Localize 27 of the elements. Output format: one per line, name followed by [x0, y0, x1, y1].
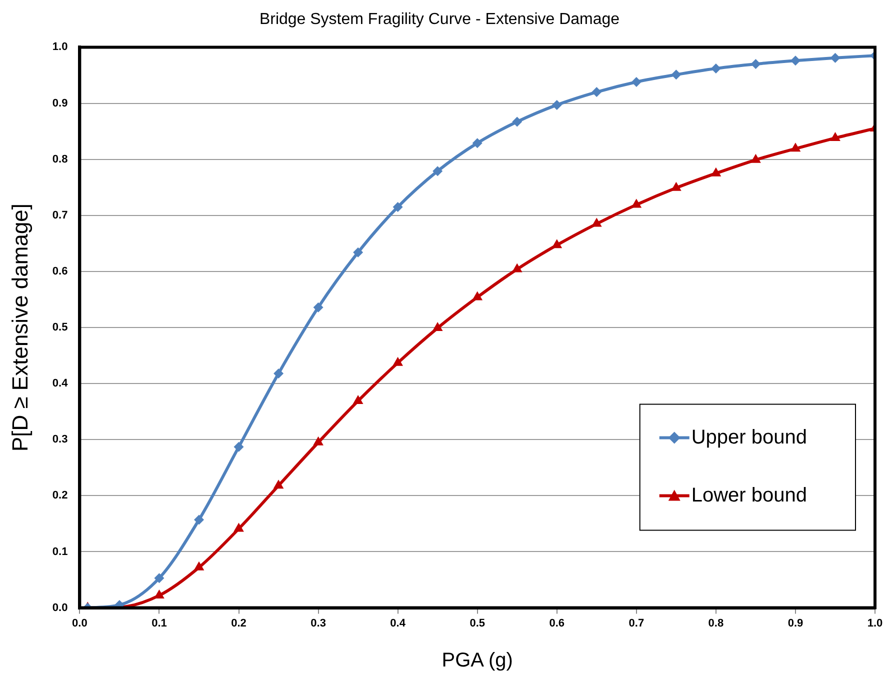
y-tick-label: 0.4 — [52, 378, 69, 390]
y-tick-label: 0.7 — [52, 209, 68, 222]
x-tick-label: 0.6 — [549, 617, 565, 630]
y-tick-label: 0.0 — [52, 602, 68, 614]
chart-title: Bridge System Fragility Curve - Extensive Damage — [259, 11, 620, 28]
x-tick-label: 0.8 — [708, 617, 724, 630]
legend-label: Lower bound — [691, 484, 808, 506]
x-axis-title: PGA (g) — [442, 650, 513, 672]
x-tick-label: 0.2 — [231, 617, 246, 630]
y-tick-label: 0.9 — [52, 97, 68, 110]
x-tick-label: 0.0 — [72, 617, 88, 630]
y-tick-label: 0.2 — [52, 490, 68, 502]
x-tick-label: 0.3 — [310, 617, 326, 630]
y-tick-label: 0.5 — [52, 322, 68, 334]
y-tick-label: 0.8 — [52, 153, 68, 166]
x-tick-label: 0.9 — [788, 617, 804, 630]
x-tick-label: 1.0 — [867, 617, 883, 630]
y-axis-title: P[D ≥ Extensive damage] — [7, 203, 32, 452]
y-tick-label: 1.0 — [52, 41, 68, 54]
y-tick-label: 0.3 — [52, 434, 68, 446]
x-tick-label: 0.4 — [390, 617, 406, 630]
y-tick-label: 0.6 — [52, 265, 68, 278]
x-tick-label: 0.7 — [628, 617, 644, 630]
y-tick-label: 0.1 — [52, 546, 68, 558]
x-tick-label: 0.1 — [152, 617, 167, 630]
x-tick-label: 0.5 — [470, 617, 485, 630]
legend-label: Upper bound — [691, 426, 808, 448]
